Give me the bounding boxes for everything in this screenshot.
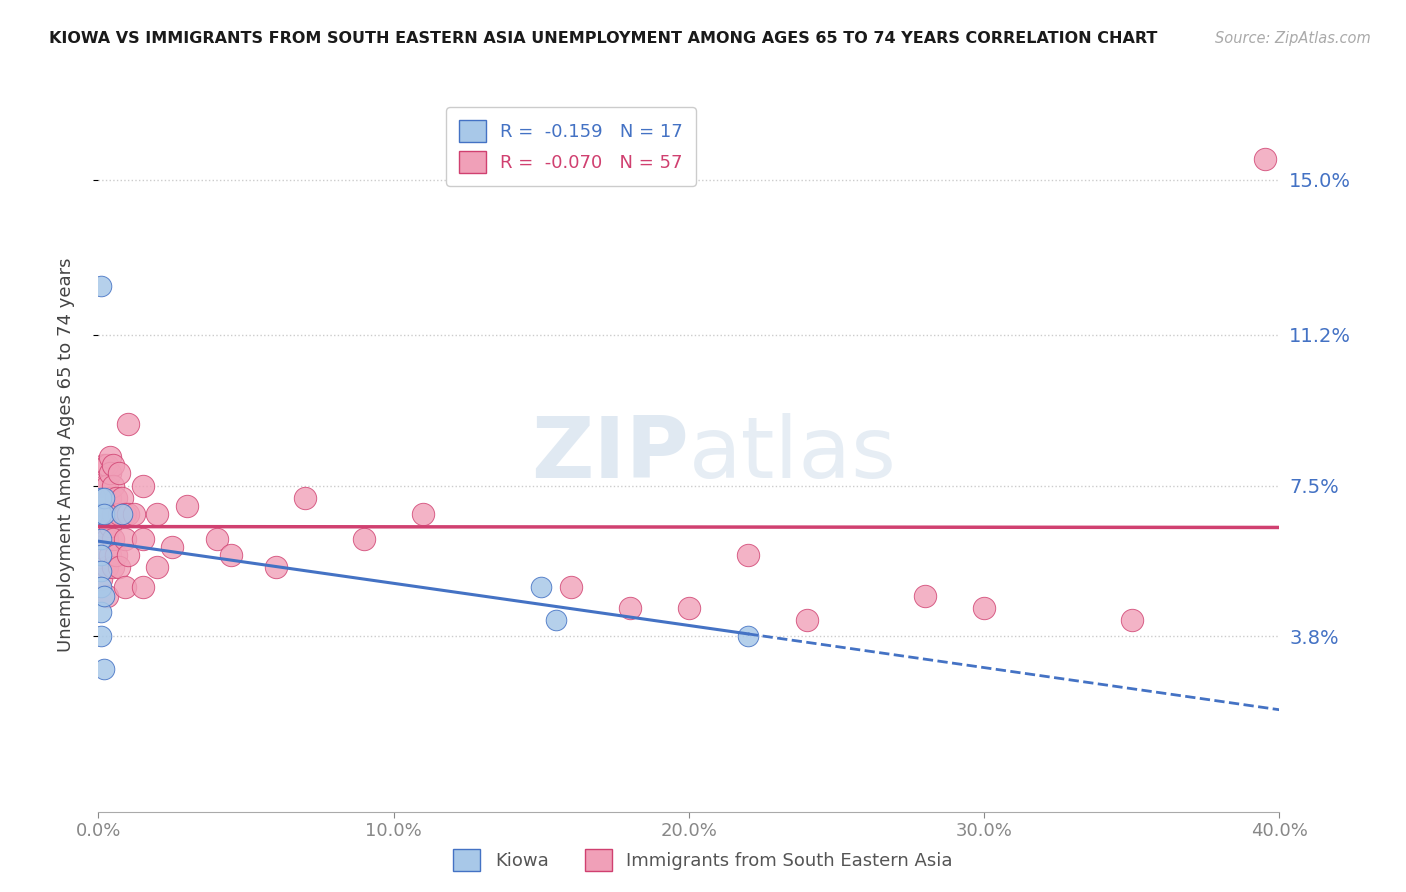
Text: ZIP: ZIP — [531, 413, 689, 497]
Point — [914, 589, 936, 603]
Point — [98, 519, 121, 533]
Point — [546, 613, 568, 627]
Point — [90, 629, 112, 643]
Point — [105, 548, 128, 562]
Point — [96, 532, 118, 546]
Point — [90, 548, 112, 562]
Point — [96, 458, 118, 472]
Point — [678, 600, 700, 615]
Point — [737, 629, 759, 643]
Point — [98, 491, 121, 505]
Point — [90, 572, 112, 586]
Point — [219, 548, 242, 562]
Point — [117, 417, 139, 432]
Text: Source: ZipAtlas.com: Source: ZipAtlas.com — [1215, 31, 1371, 46]
Point — [93, 589, 115, 603]
Point — [90, 491, 112, 505]
Point — [114, 581, 136, 595]
Point — [176, 499, 198, 513]
Point — [117, 548, 139, 562]
Point — [93, 662, 115, 676]
Y-axis label: Unemployment Among Ages 65 to 74 years: Unemployment Among Ages 65 to 74 years — [56, 258, 75, 652]
Point — [93, 458, 115, 472]
Point — [103, 478, 125, 492]
Point — [93, 519, 115, 533]
Point — [93, 499, 115, 513]
Point — [146, 507, 169, 521]
Point — [111, 507, 134, 521]
Point — [132, 478, 155, 492]
Point — [264, 560, 287, 574]
Point — [103, 507, 125, 521]
Point — [114, 507, 136, 521]
Point — [1254, 153, 1277, 167]
Point — [90, 507, 112, 521]
Point — [796, 613, 818, 627]
Point — [205, 532, 228, 546]
Text: atlas: atlas — [689, 413, 897, 497]
Point — [96, 478, 118, 492]
Point — [108, 560, 131, 574]
Point — [103, 560, 125, 574]
Point — [294, 491, 316, 505]
Point — [90, 540, 112, 554]
Point — [96, 589, 118, 603]
Point — [105, 491, 128, 505]
Point — [93, 491, 115, 505]
Point — [103, 458, 125, 472]
Point — [96, 507, 118, 521]
Point — [90, 564, 112, 578]
Point — [111, 491, 134, 505]
Point — [1121, 613, 1143, 627]
Point — [90, 278, 112, 293]
Point — [619, 600, 641, 615]
Point — [114, 532, 136, 546]
Point — [132, 532, 155, 546]
Point — [90, 605, 112, 619]
Point — [98, 467, 121, 481]
Point — [90, 581, 112, 595]
Point — [560, 581, 582, 595]
Point — [122, 507, 145, 521]
Point — [162, 540, 183, 554]
Point — [98, 548, 121, 562]
Point — [96, 560, 118, 574]
Text: KIOWA VS IMMIGRANTS FROM SOUTH EASTERN ASIA UNEMPLOYMENT AMONG AGES 65 TO 74 YEA: KIOWA VS IMMIGRANTS FROM SOUTH EASTERN A… — [49, 31, 1157, 46]
Point — [93, 478, 115, 492]
Point — [103, 532, 125, 546]
Point — [132, 581, 155, 595]
Point — [530, 581, 553, 595]
Point — [353, 532, 375, 546]
Point — [412, 507, 434, 521]
Point — [90, 532, 112, 546]
Point — [98, 450, 121, 464]
Point — [108, 507, 131, 521]
Point — [973, 600, 995, 615]
Legend: R =  -0.159   N = 17, R =  -0.070   N = 57: R = -0.159 N = 17, R = -0.070 N = 57 — [446, 107, 696, 186]
Point — [117, 507, 139, 521]
Point — [93, 507, 115, 521]
Point — [737, 548, 759, 562]
Point — [108, 467, 131, 481]
Legend: Kiowa, Immigrants from South Eastern Asia: Kiowa, Immigrants from South Eastern Asi… — [446, 842, 960, 879]
Point — [146, 560, 169, 574]
